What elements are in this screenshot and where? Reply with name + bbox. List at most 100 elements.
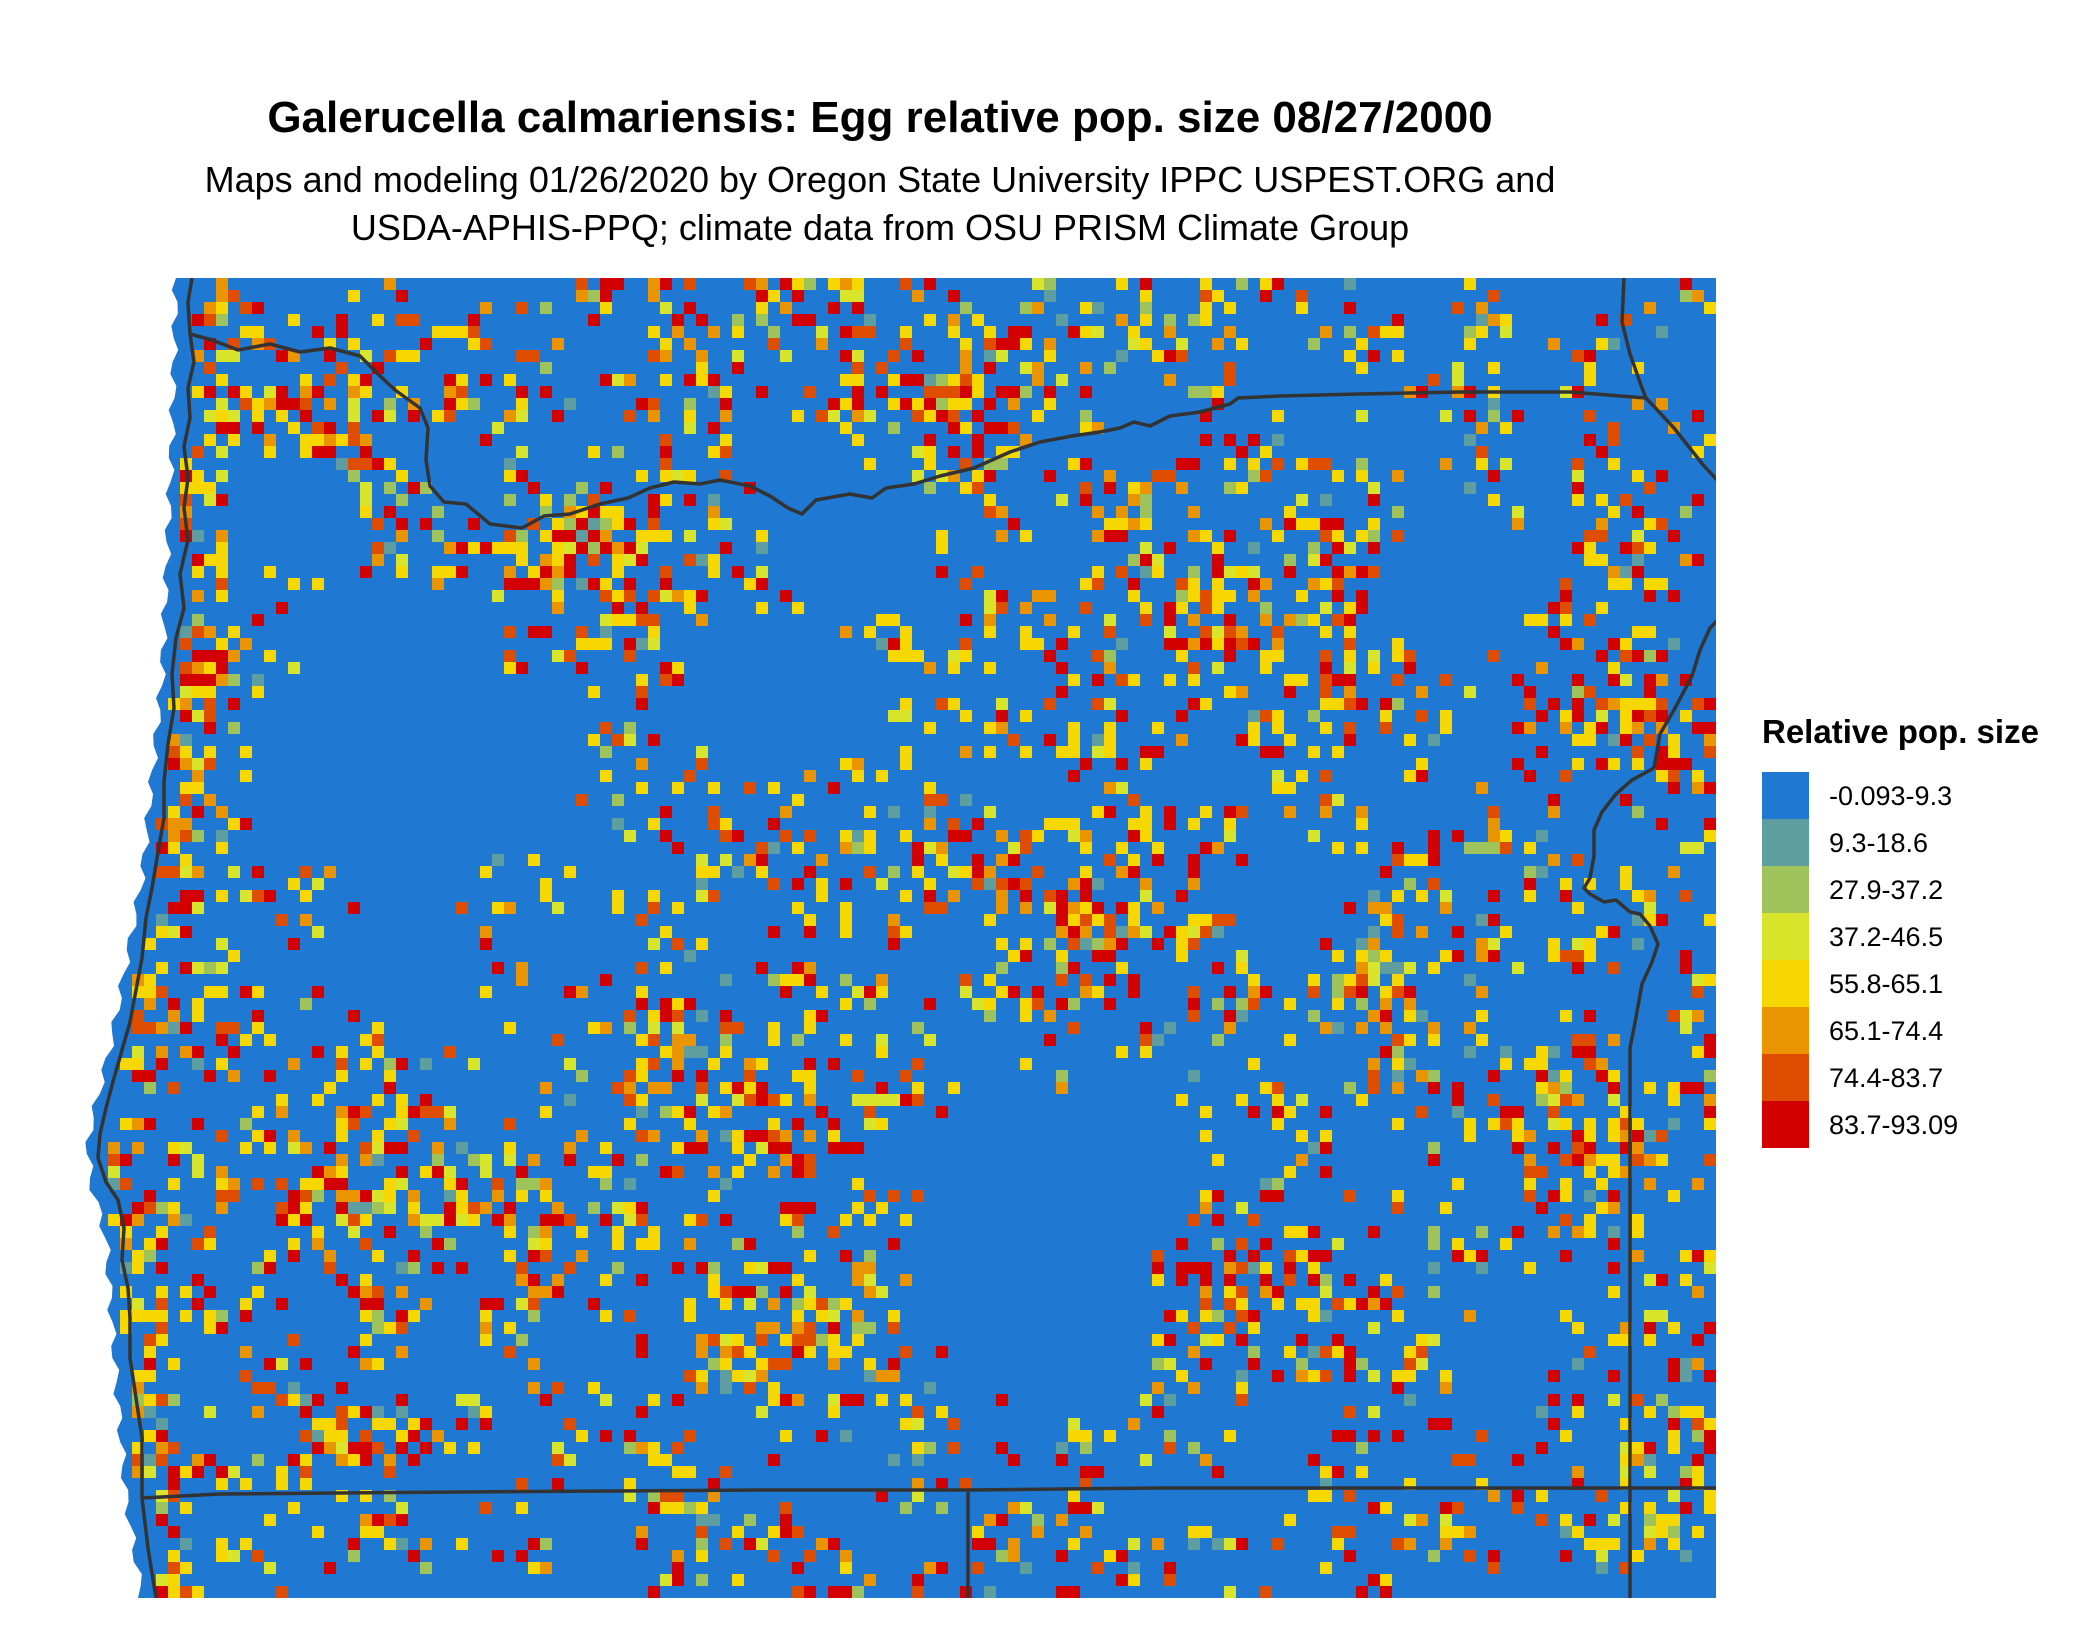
raster-cell	[1188, 590, 1200, 602]
raster-cell	[720, 1034, 732, 1046]
raster-cell	[372, 1526, 384, 1538]
raster-cell	[1668, 530, 1680, 542]
raster-cell	[648, 350, 660, 362]
raster-cell	[336, 326, 348, 338]
raster-cell	[336, 1418, 348, 1430]
raster-cell	[1176, 482, 1188, 494]
raster-cell	[1668, 1010, 1680, 1022]
raster-cell	[660, 830, 672, 842]
raster-cell	[1368, 1082, 1380, 1094]
raster-cell	[612, 602, 624, 614]
raster-cell	[1128, 1574, 1140, 1586]
raster-cell	[144, 998, 156, 1010]
raster-cell	[1248, 434, 1260, 446]
raster-cell	[168, 1526, 180, 1538]
raster-cell	[348, 1286, 360, 1298]
raster-cell	[396, 470, 408, 482]
raster-cell	[1200, 638, 1212, 650]
raster-cell	[240, 770, 252, 782]
raster-cell	[1704, 974, 1716, 986]
raster-cell	[1080, 602, 1092, 614]
raster-cell	[1704, 1154, 1716, 1166]
raster-cell	[624, 1178, 636, 1190]
raster-cell	[1380, 1502, 1392, 1514]
raster-cell	[732, 1526, 744, 1538]
raster-cell	[1560, 1526, 1572, 1538]
raster-cell	[1128, 674, 1140, 686]
raster-cell	[1080, 1502, 1092, 1514]
raster-cell	[612, 278, 624, 290]
raster-cell	[156, 1202, 168, 1214]
raster-cell	[276, 914, 288, 926]
raster-cell	[876, 1286, 888, 1298]
raster-cell	[216, 1178, 228, 1190]
raster-cell	[1356, 950, 1368, 962]
raster-cell	[720, 818, 732, 830]
raster-cell	[1572, 494, 1584, 506]
raster-cell	[144, 974, 156, 986]
raster-cell	[336, 1442, 348, 1454]
raster-cell	[1212, 1214, 1224, 1226]
raster-cell	[1488, 410, 1500, 422]
raster-cell	[1512, 1118, 1524, 1130]
raster-cell	[1260, 710, 1272, 722]
raster-cell	[1140, 518, 1152, 530]
legend-item: 27.9-37.2	[1762, 866, 2082, 913]
raster-cell	[1080, 578, 1092, 590]
raster-cell	[528, 854, 540, 866]
raster-cell	[744, 854, 756, 866]
raster-cell	[1392, 962, 1404, 974]
raster-cell	[768, 1166, 780, 1178]
raster-cell	[120, 1058, 132, 1070]
raster-cell	[984, 338, 996, 350]
raster-cell	[348, 1010, 360, 1022]
raster-cell	[1440, 1538, 1452, 1550]
raster-cell	[1308, 830, 1320, 842]
raster-cell	[660, 1046, 672, 1058]
raster-cell	[1248, 1310, 1260, 1322]
raster-cell	[1128, 1562, 1140, 1574]
raster-cell	[1320, 530, 1332, 542]
raster-cell	[216, 830, 228, 842]
raster-cell	[1440, 1202, 1452, 1214]
raster-cell	[1212, 1154, 1224, 1166]
raster-cell	[1632, 398, 1644, 410]
raster-cell	[1476, 842, 1488, 854]
raster-cell	[1332, 542, 1344, 554]
raster-cell	[1260, 1586, 1272, 1598]
raster-cell	[792, 1334, 804, 1346]
raster-cell	[1476, 1010, 1488, 1022]
raster-cell	[228, 434, 240, 446]
raster-cell	[1680, 962, 1692, 974]
raster-cell	[1260, 1274, 1272, 1286]
raster-cell	[624, 1202, 636, 1214]
raster-cell	[1632, 698, 1644, 710]
raster-cell	[840, 758, 852, 770]
raster-cell	[1608, 422, 1620, 434]
raster-cell	[648, 818, 660, 830]
raster-cell	[684, 374, 696, 386]
raster-cell	[696, 878, 708, 890]
raster-cell	[480, 1406, 492, 1418]
raster-cell	[204, 986, 216, 998]
raster-cell	[624, 590, 636, 602]
raster-cell	[1236, 854, 1248, 866]
raster-cell	[504, 1118, 516, 1130]
raster-cell	[384, 1070, 396, 1082]
raster-cell	[840, 1346, 852, 1358]
raster-cell	[156, 1586, 168, 1598]
raster-cell	[156, 926, 168, 938]
raster-cell	[1308, 1010, 1320, 1022]
raster-cell	[1632, 1394, 1644, 1406]
raster-cell	[144, 1334, 156, 1346]
raster-cell	[900, 626, 912, 638]
raster-cell	[1584, 1538, 1596, 1550]
raster-cell	[1308, 614, 1320, 626]
raster-cell	[552, 338, 564, 350]
raster-cell	[672, 1574, 684, 1586]
raster-cell	[168, 1466, 180, 1478]
raster-cell	[1668, 1082, 1680, 1094]
raster-cell	[1356, 986, 1368, 998]
raster-cell	[192, 470, 204, 482]
raster-cell	[492, 1298, 504, 1310]
